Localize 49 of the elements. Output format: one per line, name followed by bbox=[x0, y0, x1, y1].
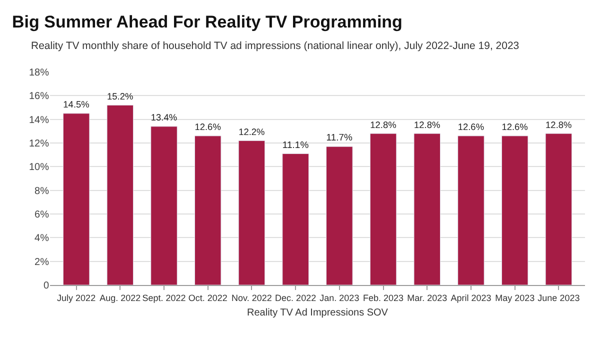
y-tick-label: 8% bbox=[34, 186, 50, 197]
data-label: 12.2% bbox=[238, 126, 265, 137]
data-label: 11.7% bbox=[326, 132, 354, 144]
bar bbox=[370, 133, 397, 285]
y-tick-label: 10% bbox=[28, 162, 50, 174]
y-tick-label: 14% bbox=[28, 114, 50, 126]
x-tick-label: Nov. 2022 bbox=[232, 292, 272, 303]
data-label: 11.1% bbox=[282, 140, 310, 151]
bar bbox=[414, 133, 441, 285]
bar bbox=[106, 104, 134, 285]
x-tick-label: Oct. 2022 bbox=[188, 292, 228, 303]
data-label: 13.4% bbox=[150, 112, 178, 123]
x-tick-label: July 2022 bbox=[57, 292, 96, 303]
data-label: 15.2% bbox=[107, 91, 134, 102]
chart-title: Big Summer Ahead For Reality TV Programming bbox=[12, 12, 402, 32]
bar bbox=[62, 113, 90, 285]
data-label: 12.6% bbox=[194, 122, 221, 132]
data-label: 12.8% bbox=[546, 120, 572, 130]
bar bbox=[238, 140, 266, 285]
y-tick-label: 18% bbox=[28, 68, 50, 78]
data-label: 12.6% bbox=[502, 122, 528, 132]
x-axis-title: Reality TV Ad Impressions SOV bbox=[247, 307, 388, 318]
x-tick-label: Dec. 2022 bbox=[275, 292, 316, 303]
x-tick-label: Jan. 2023 bbox=[320, 292, 360, 303]
data-label: 12.8% bbox=[370, 120, 396, 130]
bar bbox=[150, 126, 178, 285]
data-label: 14.5% bbox=[63, 100, 90, 110]
bar bbox=[458, 136, 484, 285]
x-tick-label: May 2023 bbox=[495, 292, 535, 303]
x-tick-label: Aug. 2022 bbox=[100, 292, 141, 303]
bar bbox=[326, 146, 353, 285]
data-label: 12.6% bbox=[458, 122, 484, 132]
x-tick-label: Mar. 2023 bbox=[407, 292, 448, 303]
bar bbox=[545, 133, 572, 285]
x-tick-label: Feb. 2023 bbox=[363, 292, 404, 303]
x-tick-label: Sept. 2022 bbox=[142, 292, 186, 303]
x-tick-label: April 2023 bbox=[450, 292, 492, 303]
bar bbox=[282, 153, 309, 285]
chart-subtitle: Reality TV monthly share of household TV ad impressions (national linear only), July 2022-June 19, 2023 bbox=[31, 40, 520, 52]
bar bbox=[194, 136, 222, 285]
y-tick-label: 0 bbox=[43, 280, 50, 292]
x-tick-label: June 2023 bbox=[538, 292, 580, 303]
bar bbox=[501, 136, 528, 285]
y-tick-label: 16% bbox=[28, 91, 50, 102]
y-tick-label: 6% bbox=[34, 210, 50, 220]
y-tick-label: 2% bbox=[34, 256, 50, 268]
data-label: 12.8% bbox=[414, 120, 440, 130]
y-tick-label: 12% bbox=[28, 138, 50, 150]
y-tick-label: 4% bbox=[34, 233, 50, 244]
